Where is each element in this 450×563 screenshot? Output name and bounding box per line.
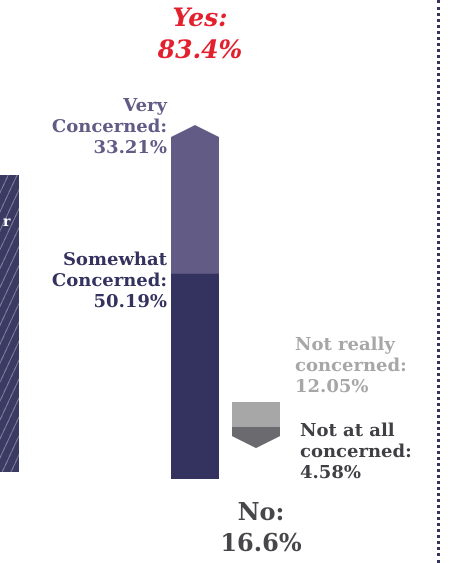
very-concerned-label: Very Concerned: 33.21% [20, 95, 167, 158]
somewhat-concerned-line-1: Somewhat [62, 249, 167, 270]
no-label-value: 16.6% [220, 528, 302, 557]
not-at-all-concerned-label: Not at all concerned: 4.58% [300, 420, 435, 483]
very-concerned-value: 33.21% [93, 137, 167, 158]
yes-total-label: Yes: 83.4% [145, 2, 255, 66]
dotted-divider [437, 0, 440, 563]
somewhat-concerned-line-2: Concerned: [51, 270, 167, 291]
yes-label-text: Yes: [172, 3, 228, 32]
not-at-all-value: 4.58% [300, 462, 361, 483]
not-really-line-2: concerned: [295, 355, 407, 376]
not-at-all-line-1: Not at all [300, 420, 395, 441]
yes-label-value: 83.4% [157, 35, 243, 64]
very-concerned-line-1: Very [123, 95, 167, 116]
not-really-concerned-label: Not really concerned: 12.05% [295, 334, 433, 397]
bar-segment-very-concerned [171, 125, 219, 274]
not-really-value: 12.05% [295, 376, 369, 397]
no-total-label: No: 16.6% [205, 496, 317, 558]
not-at-all-line-2: concerned: [300, 441, 412, 462]
very-concerned-line-2: Concerned: [51, 116, 167, 137]
bar-segment-somewhat-concerned [171, 273, 219, 479]
bar-segment-not-really-concerned [232, 402, 280, 427]
panel-text-fragment: r [3, 214, 11, 230]
adjacent-panel-fragment: r [0, 175, 19, 472]
somewhat-concerned-label: Somewhat Concerned: 50.19% [20, 249, 167, 312]
somewhat-concerned-value: 50.19% [93, 291, 167, 312]
bar-segment-not-at-all-concerned [232, 426, 280, 449]
no-label-text: No: [237, 497, 285, 526]
not-really-line-1: Not really [295, 334, 395, 355]
